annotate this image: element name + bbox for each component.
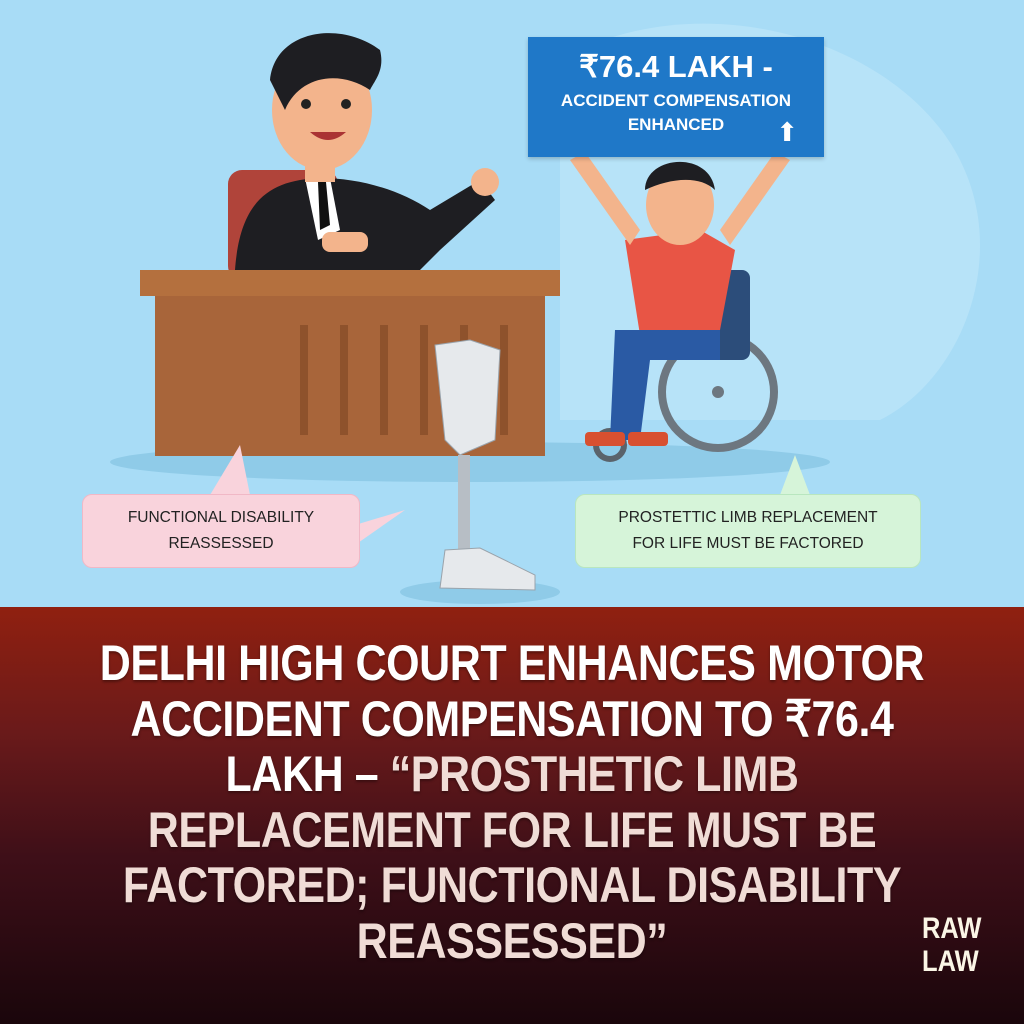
- bubble-right-line-1: PROSTETTIC LIMB REPLACEMENT: [618, 509, 878, 526]
- illustration: ₹76.4 LAKH - ACCIDENT COMPENSATION ENHAN…: [0, 0, 1024, 607]
- headline: DELHI HIGH COURT ENHANCES MOTOR ACCIDENT…: [72, 635, 953, 969]
- brand-line-1: RAW: [922, 912, 982, 945]
- speech-bubble-prosthetic-limb: PROSTETTIC LIMB REPLACEMENT FOR LIFE MUS…: [575, 494, 921, 568]
- headline-main: DELHI HIGH COURT ENHANCES MOTOR ACCIDENT…: [99, 635, 925, 802]
- sign-line-3: ENHANCED: [627, 115, 725, 134]
- headline-quote: “PROSTHETIC LIMB REPLACEMENT FOR LIFE MU…: [122, 746, 902, 969]
- sign-amount: ₹76.4 LAKH -: [579, 49, 773, 84]
- bubble-left-line-2: REASSESSED: [168, 535, 274, 552]
- prosthetic-leg: [434, 339, 536, 591]
- brand-line-2: LAW: [922, 945, 979, 978]
- compensation-sign: ₹76.4 LAKH - ACCIDENT COMPENSATION ENHAN…: [528, 37, 824, 157]
- brand-logo: RAW LAW: [922, 912, 982, 978]
- arrow-up-icon: ⬆: [776, 117, 798, 147]
- headline-panel: [0, 607, 1024, 1024]
- sign-line-2: ACCIDENT COMPENSATION: [560, 91, 792, 110]
- bubble-right-line-2: FOR LIFE MUST BE FACTORED: [632, 535, 864, 552]
- bubble-left-line-1: FUNCTIONAL DISABILITY: [127, 509, 315, 526]
- speech-bubble-functional-disability: FUNCTIONAL DISABILITY REASSESSED: [82, 494, 360, 568]
- judge: [235, 33, 499, 270]
- boy-in-wheelchair: [570, 152, 790, 462]
